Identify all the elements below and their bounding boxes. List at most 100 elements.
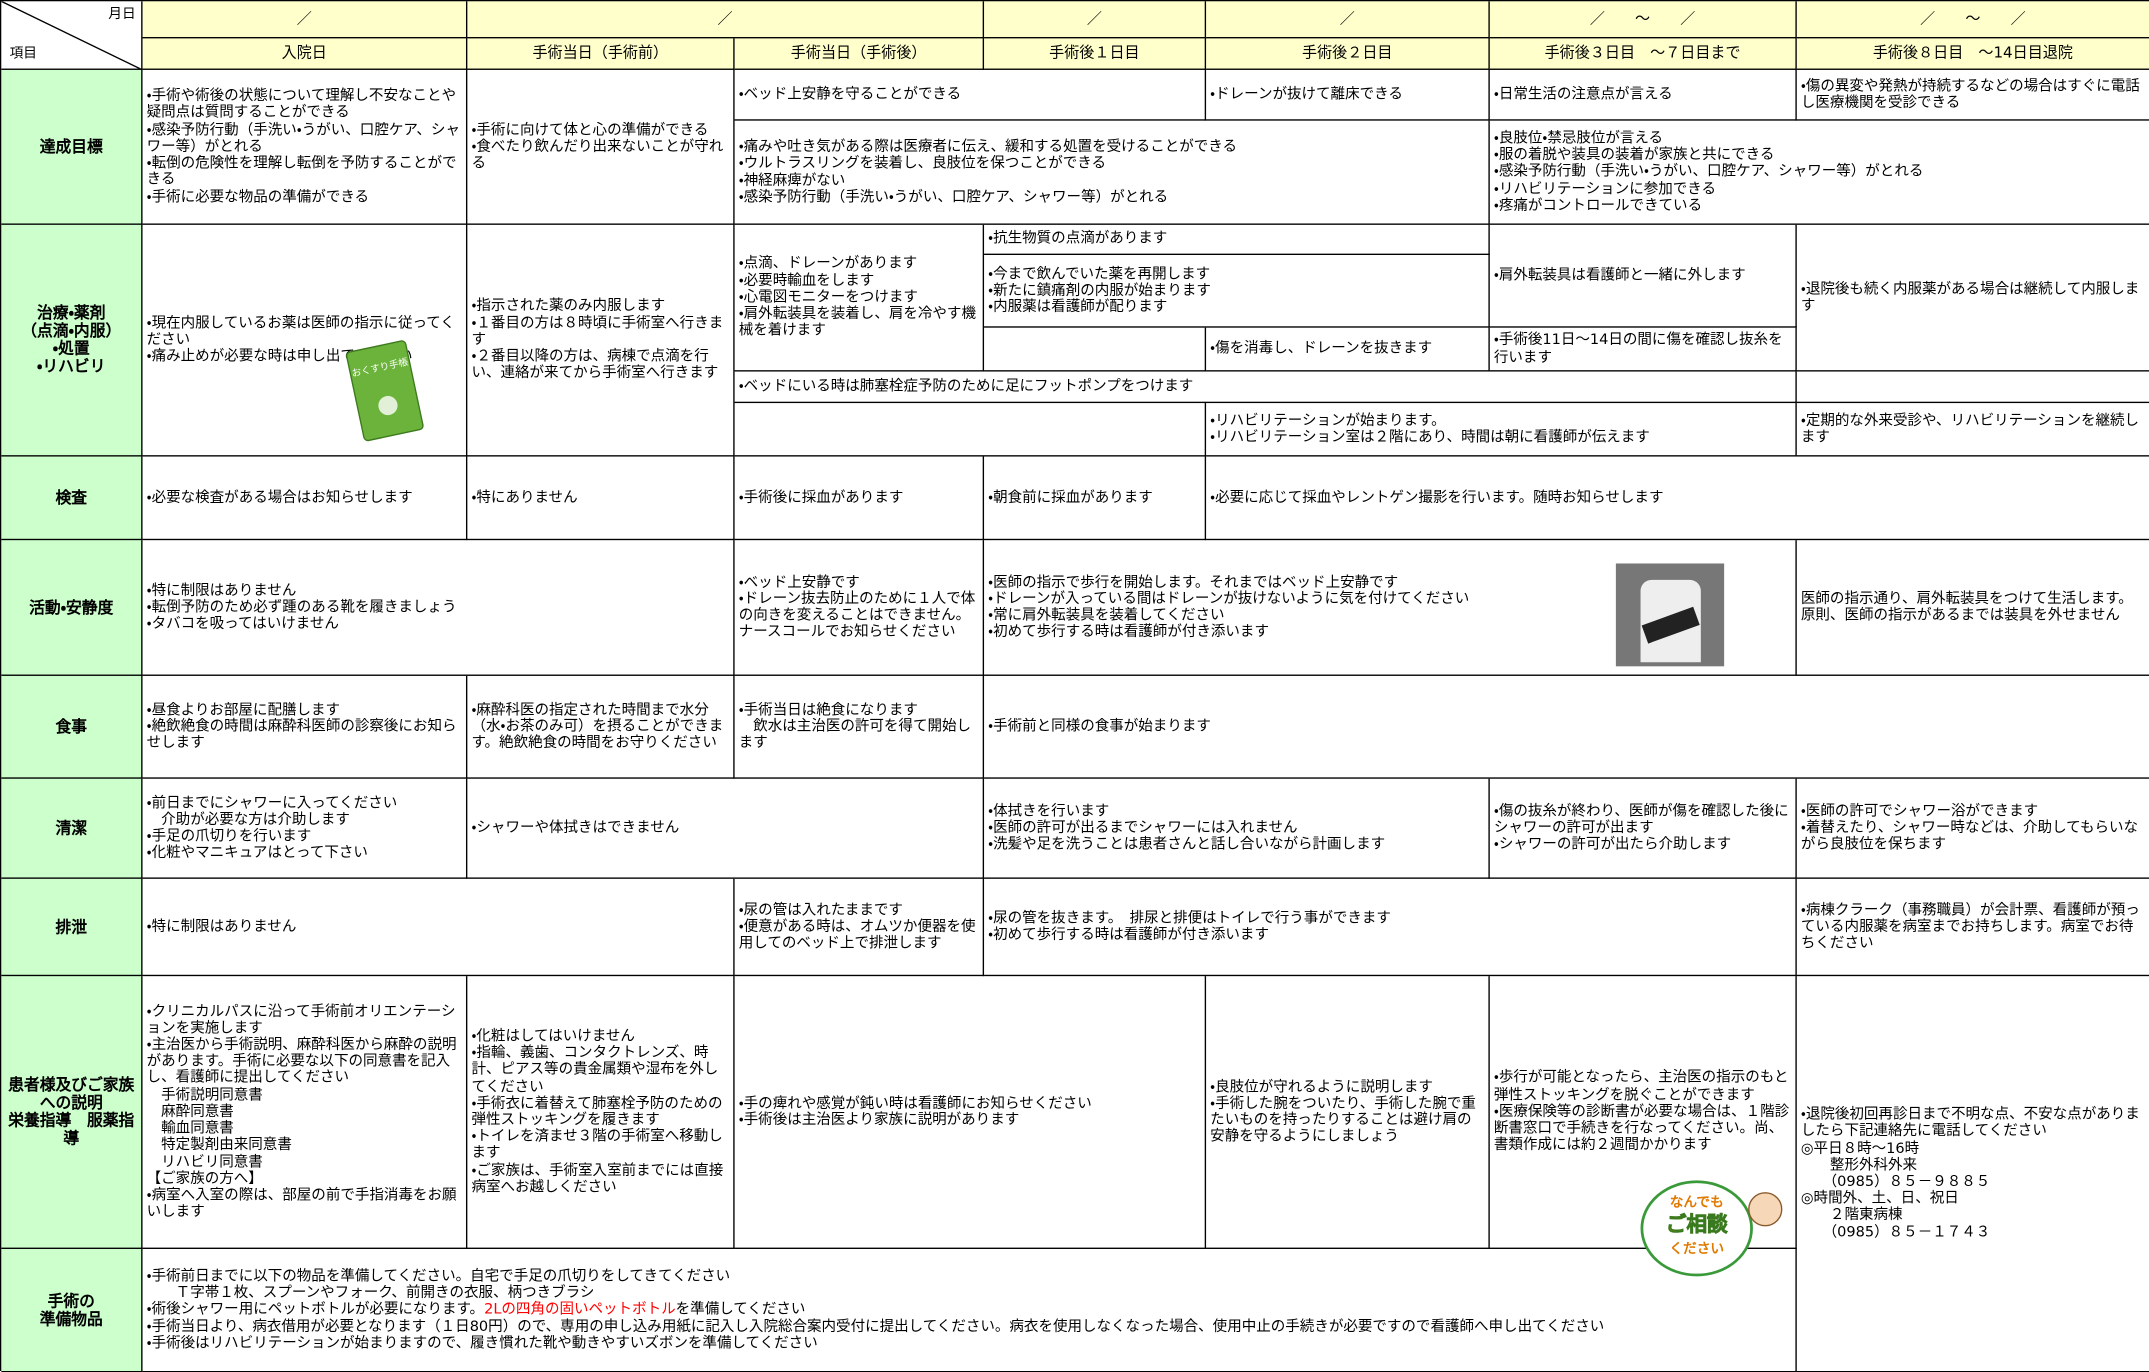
medicine-book-icon: おくすり手帳 bbox=[346, 340, 424, 442]
row-label: 排泄 bbox=[1, 878, 143, 977]
table-cell: ・前日までにシャワーに入ってください 介助が必要な方は介助します ・手足の爪切りを… bbox=[142, 778, 468, 879]
row-label: 患者様及びご家族への説明 栄養指導 服薬指導 bbox=[1, 976, 143, 1249]
table-cell: ・クリニカルパスに沿って手術前オリエンテーションを実施します ・主治医から手術説明… bbox=[142, 976, 468, 1249]
cell-line: ・心電図モニターをつけます bbox=[738, 289, 918, 306]
cell-line: ・良肢位が守れるように説明します bbox=[1210, 1078, 1433, 1095]
table-cell: ・化粧はしてはいけません ・指輪、義歯、コンタクトレンズ、時計、ピアス等の貴金属類… bbox=[467, 976, 735, 1249]
badge-line: なんでも bbox=[1670, 1194, 1724, 1210]
cell-line: ・絶飲絶食の時間は麻酔科医師の診察後にお知らせします bbox=[146, 718, 457, 752]
table-cell: ・手術前と同様の食事が始まります bbox=[984, 676, 2149, 779]
cell-line: ・手術に必要な物品の準備ができる bbox=[146, 188, 370, 205]
cell-line: ・傷を消毒し、ドレーンを抜きます bbox=[1210, 340, 1433, 357]
table-cell: ・病棟クラーク（事務職員）が会計票、看護師が預っている内服薬を病室までお持ちしま… bbox=[1796, 879, 2149, 977]
cell-line: ・手足の爪切りを行います bbox=[146, 828, 312, 845]
table-cell: ・尿の管を抜きます。 排尿と排便はトイレで行う事ができます ・初めて歩行する時は看… bbox=[984, 878, 1797, 977]
header-label: 手術後８日目 ～14日目退院 bbox=[1796, 38, 2149, 70]
cell-line: ・１番目の方は８時頃に手術室へ行きます bbox=[471, 314, 724, 349]
cell-line: 飲水は主治医の許可を得て開始します bbox=[738, 718, 972, 752]
table-cell: ・指示された薬のみ内服します ・１番目の方は８時頃に手術室へ行きます ・２番目以降の… bbox=[467, 224, 735, 457]
table-cell: ・医師の許可でシャワー浴ができます ・着替えたり、シャワー時などは、介助してもらい… bbox=[1796, 779, 2149, 879]
table-cell: ・手術後11日～14日の間に傷を確認し抜糸を行います bbox=[1489, 327, 1797, 372]
table-cell: ・医師の指示で歩行を開始します。それまではベッド上安静です ・ドレーンが入っている… bbox=[984, 540, 1797, 676]
cell-line: Ｔ字帯１枚、スプーンやフォーク、前開きの衣服、柄つきブラシ bbox=[146, 1284, 595, 1302]
cell-line: ・手術後に採血があります bbox=[738, 489, 904, 506]
table-cell: ・ベッドにいる時は肺塞栓症予防のために足にフットポンプをつけます bbox=[734, 371, 1797, 404]
cell-line: 介助が必要な方は介助します bbox=[146, 811, 350, 828]
cell-line: ・傷の抜糸が終わり、医師が傷を確認した後にシャワーの許可が出ます bbox=[1493, 802, 1789, 837]
cell-line: 輸血同意書 bbox=[146, 1120, 234, 1137]
cell-line: ・傷の異変や発熱が持続するなどの場合はすぐに電話し医療機関を受診できる bbox=[1800, 77, 2140, 112]
cell-line: ・ベッド上安静を守ることができる bbox=[738, 86, 962, 103]
cell-line: ◎時間外、土、日、祝日 bbox=[1800, 1190, 1959, 1207]
table-cell: ・必要な検査がある場合はお知らせします bbox=[142, 456, 468, 541]
table-cell: ・退院後初回再診日まで不明な点、不安な点がありましたら下記連絡先に電話してくださ… bbox=[1796, 976, 2149, 1372]
cell-line: ・手の痺れや感覚が鈍い時は看護師にお知らせください bbox=[738, 1095, 1092, 1112]
table-cell: ・良肢位が守れるように説明します ・手術した腕をついたり、手術した腕で重たいものを… bbox=[1206, 976, 1490, 1249]
table-cell: ・手術当日は絶食になります 飲水は主治医の許可を得て開始します bbox=[734, 675, 985, 779]
text-part: 2Lの四角の固いペットボトル bbox=[484, 1301, 676, 1319]
table-cell: ・良肢位・禁忌肢位が言える ・服の着脱や装具の装着が家族と共にできる ・感染予防行動… bbox=[1489, 121, 2149, 225]
cell-line: ・痛み止めが必要な時は申し出てください bbox=[146, 348, 413, 365]
corner-cell: 月日 項目 bbox=[1, 1, 143, 70]
cell-line: ・麻酔科医の指定された時間まで水分（水・お茶のみ可）を摂ることができます。絶飲絶… bbox=[471, 701, 724, 752]
table-cell: ・抗生物質の点滴があります bbox=[984, 224, 1490, 256]
corner-top: 月日 bbox=[108, 6, 136, 22]
cell-line: （0985）８５－９８８５ bbox=[1800, 1173, 1991, 1191]
cell-line: ・化粧やマニキュアはとって下さい bbox=[146, 844, 368, 862]
table-cell: ・必要に応じて採血やレントゲン撮影を行います。随時お知らせします bbox=[1206, 457, 2149, 541]
cell-line: ・２番目以降の方は、病棟で点滴を行い、連絡が来てから手術室へ行きます bbox=[471, 348, 719, 382]
corner-bottom: 項目 bbox=[9, 46, 38, 62]
header-label: 手術当日（手術後） bbox=[734, 38, 985, 70]
cell-line: ・クリニカルパスに沿って手術前オリエンテーションを実施します bbox=[146, 1003, 456, 1037]
cell-line: ・ご家族は、手術室入室前までには直接病室へお越しください bbox=[471, 1162, 724, 1196]
cell-line: ・手術後11日～14日の間に傷を確認し抜糸を行います bbox=[1493, 332, 1783, 366]
cell-line: ・病棟クラーク（事務職員）が会計票、看護師が預っている内服薬を病室までお持ちしま… bbox=[1800, 901, 2140, 952]
table-cell: ・特に制限はありません ・転倒予防のため必ず踵のある靴を履きましょう ・タバコを吸っ… bbox=[142, 540, 735, 676]
cell-line: ・抗生物質の点滴があります bbox=[988, 230, 1168, 248]
cell-line: ・服の着脱や装具の装着が家族と共にできる bbox=[1493, 146, 1775, 164]
cell-line: ・リハビリテーション室は２階にあり、時間は朝に看護師が伝えます bbox=[1210, 429, 1650, 446]
cell-line: ・医師の許可でシャワー浴ができます bbox=[1800, 802, 2039, 820]
badge-line: ご相談 bbox=[1666, 1212, 1728, 1236]
cell-line: 麻酔同意書 bbox=[146, 1103, 234, 1120]
table-cell: ・麻酔科医の指定された時間まで水分（水・お茶のみ可）を摂ることができます。絶飲絶… bbox=[467, 675, 735, 779]
text-part: を準備してください bbox=[675, 1301, 806, 1319]
cell-line: ・昼食よりお部屋に配膳します bbox=[146, 701, 341, 718]
table-cell: ・傷を消毒し、ドレーンを抜きます bbox=[1206, 327, 1490, 372]
cell-line: ・手術当日より、病衣借用が必要となります（１日80円）ので、専用の申し込み用紙に… bbox=[146, 1318, 1605, 1335]
cell-line: ・手術後は主治医より家族に説明があります bbox=[738, 1111, 1020, 1129]
table-cell: ・定期的な外来受診や、リハビリテーションを継続します bbox=[1796, 403, 2149, 457]
corner-diagonal bbox=[1, 1, 142, 69]
table-cell: ・体拭きを行います ・医師の許可が出るまでシャワーには入れません ・洗髪や足を洗うこ… bbox=[984, 778, 1490, 879]
cell-line: ・ベッドにいる時は肺塞栓症予防のために足にフットポンプをつけます bbox=[738, 378, 1194, 395]
cell-line: ・手術や術後の状態について理解し不安なことや疑問点は質問することができる bbox=[146, 88, 457, 122]
cell-line: ・新たに鎮痛剤の内服が始まります bbox=[988, 282, 1211, 299]
cell-line: ・術後シャワー用にペットボトルが必要になります。2Lの四角の固いペットボトルを準… bbox=[147, 1302, 1792, 1319]
cell-line: ・転倒予防のため必ず踵のある靴を履きましょう bbox=[146, 598, 457, 616]
cell-line: ・洗髪や足を洗うことは患者さんと話し合いながら計画します bbox=[988, 836, 1386, 853]
cell-line: ・体拭きを行います bbox=[988, 802, 1110, 820]
cell-line: ・痛みや吐き気がある際は医療者に伝え、緩和する処置を受けることができる bbox=[738, 138, 1238, 156]
row-label: 検査 bbox=[1, 456, 143, 541]
cell-line: （0985）８５－１７４３ bbox=[1800, 1223, 1991, 1241]
consult-badge: なんでも ご相談 ください bbox=[1640, 1180, 1783, 1277]
cell-line: ・感染予防行動（手洗い・うがい、口腔ケア、シャワー等）がとれる bbox=[146, 121, 460, 155]
cell-line: 医師の指示通り、肩外転装具をつけて生活します。原則、医師の指示があるまでは装具を… bbox=[1800, 590, 2133, 624]
cell-line: ・ベッド上安静です bbox=[738, 573, 860, 591]
cell-line: ・シャワーや体拭きはできません bbox=[471, 819, 680, 837]
cell-line: ・特に制限はありません bbox=[146, 918, 297, 935]
cell-line: ・初めて歩行する時は看護師が付き添います bbox=[988, 624, 1269, 641]
cell-line: ・手術後はリハビリテーションが始まりますので、履き慣れた靴や動きやすいズボンを準… bbox=[146, 1335, 818, 1352]
header-date: ／ ～ ／ bbox=[1796, 1, 2149, 39]
table-cell: ・リハビリテーションが始まります。 ・リハビリテーション室は２階にあり、時間は朝に… bbox=[1206, 403, 1797, 457]
cell-line: ・肩外転装具を装着し、肩を冷やす機械を着けます bbox=[738, 305, 976, 340]
table-cell: ・今まで飲んでいた薬を再開します ・新たに鎮痛剤の内服が始まります ・内服薬は看護師… bbox=[984, 255, 1490, 328]
cell-line: ・内服薬は看護師が配ります bbox=[988, 299, 1168, 316]
cell-line: ・良肢位・禁忌肢位が言える bbox=[1493, 130, 1664, 147]
table-cell: ・痛みや吐き気がある際は医療者に伝え、緩和する処置を受けることができる ・ウルトラ… bbox=[734, 120, 1490, 225]
row-label: 達成目標 bbox=[1, 69, 143, 225]
cell-line: ・手術衣に着替えて肺塞栓予防のための弾性ストッキングを履きます bbox=[471, 1095, 723, 1129]
cell-line: ・ドレーンが抜けて離床できる bbox=[1210, 86, 1403, 103]
table-cell: ・尿の管は入れたままです ・便意がある時は、オムツか便器を使用してのベッド上で排泄… bbox=[734, 878, 985, 977]
